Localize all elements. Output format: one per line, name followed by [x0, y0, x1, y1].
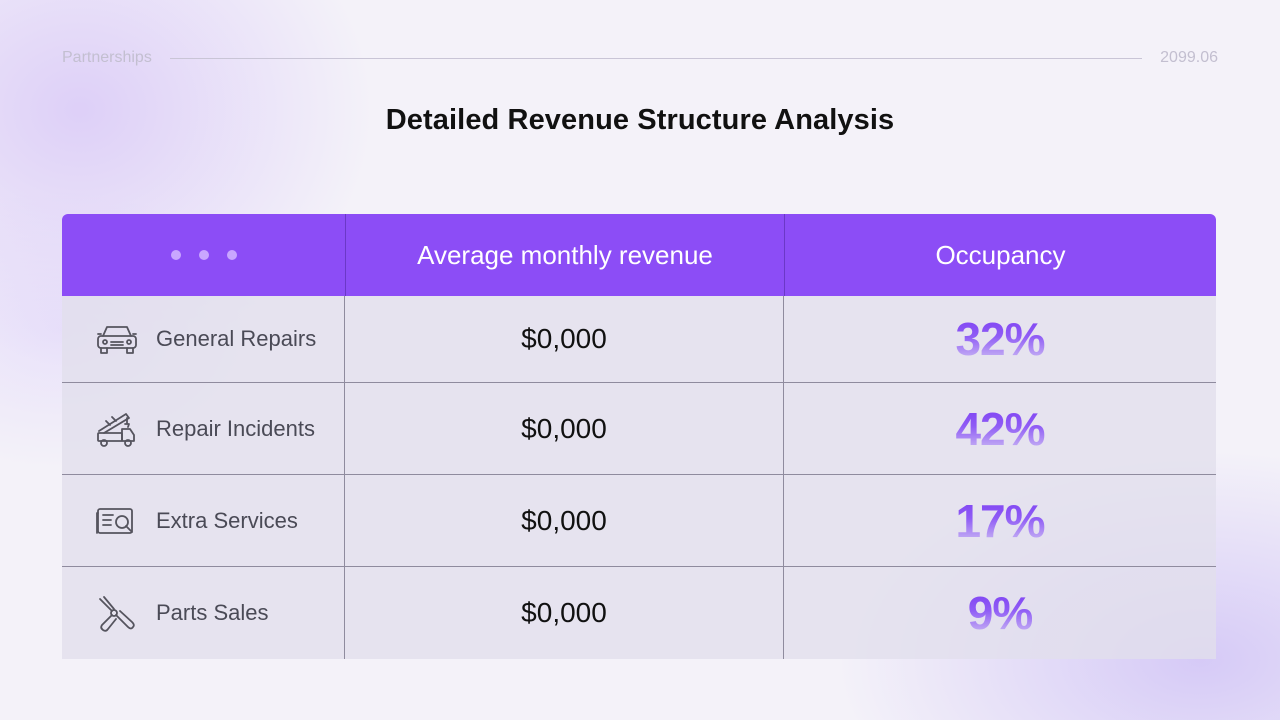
dots-icon — [170, 250, 237, 260]
occupancy-cell: 9% — [784, 567, 1216, 659]
revenue-table: Average monthly revenue Occupancy Genera… — [62, 214, 1216, 659]
occupancy-value: 9% — [967, 587, 1033, 639]
revenue-cell: $0,000 — [345, 475, 784, 566]
pliers-icon — [94, 593, 140, 633]
revenue-value: $0,000 — [521, 323, 607, 354]
row-label-cell: General Repairs — [62, 296, 345, 382]
occupancy-cell: 32% — [784, 296, 1216, 382]
date-label: 2099.06 — [1160, 49, 1218, 66]
tow-truck-icon — [94, 409, 140, 449]
occupancy-value: 17% — [955, 494, 1045, 547]
row-label-cell: Extra Services — [62, 475, 345, 566]
row-label: Parts Sales — [156, 600, 269, 625]
row-label: General Repairs — [156, 326, 317, 351]
occupancy-cell: 17% — [784, 475, 1216, 566]
revenue-cell: $0,000 — [345, 296, 784, 382]
document-search-icon — [94, 501, 140, 541]
occupancy-value: 32% — [955, 313, 1045, 365]
row-label: Extra Services — [156, 507, 298, 533]
revenue-value: $0,000 — [521, 597, 607, 628]
row-label: Repair Incidents — [156, 415, 315, 441]
header-cell-dots — [62, 214, 346, 296]
row-label-cell: Repair Incidents — [62, 383, 345, 474]
car-icon — [94, 319, 140, 359]
table-row: General Repairs $0,000 32% — [62, 296, 1216, 383]
header-divider — [169, 57, 1143, 59]
occupancy-value: 42% — [955, 402, 1045, 455]
table-row: Repair Incidents $0,000 42% — [62, 383, 1216, 475]
table-row: Extra Services $0,000 17% — [62, 475, 1216, 567]
header-cell-revenue: Average monthly revenue — [346, 214, 785, 296]
table-row: Parts Sales $0,000 9% — [62, 567, 1216, 659]
revenue-cell: $0,000 — [345, 383, 784, 474]
top-bar: Partnerships 2099.06 — [62, 46, 1218, 70]
revenue-value: $0,000 — [521, 412, 607, 444]
row-label-cell: Parts Sales — [62, 567, 345, 659]
revenue-cell: $0,000 — [345, 567, 784, 659]
table-header: Average monthly revenue Occupancy — [62, 214, 1216, 296]
section-label: Partnerships — [62, 49, 152, 66]
revenue-value: $0,000 — [521, 504, 607, 536]
header-cell-occupancy: Occupancy — [935, 239, 1066, 270]
occupancy-cell: 42% — [784, 383, 1216, 474]
page-title: Detailed Revenue Structure Analysis — [385, 104, 895, 136]
